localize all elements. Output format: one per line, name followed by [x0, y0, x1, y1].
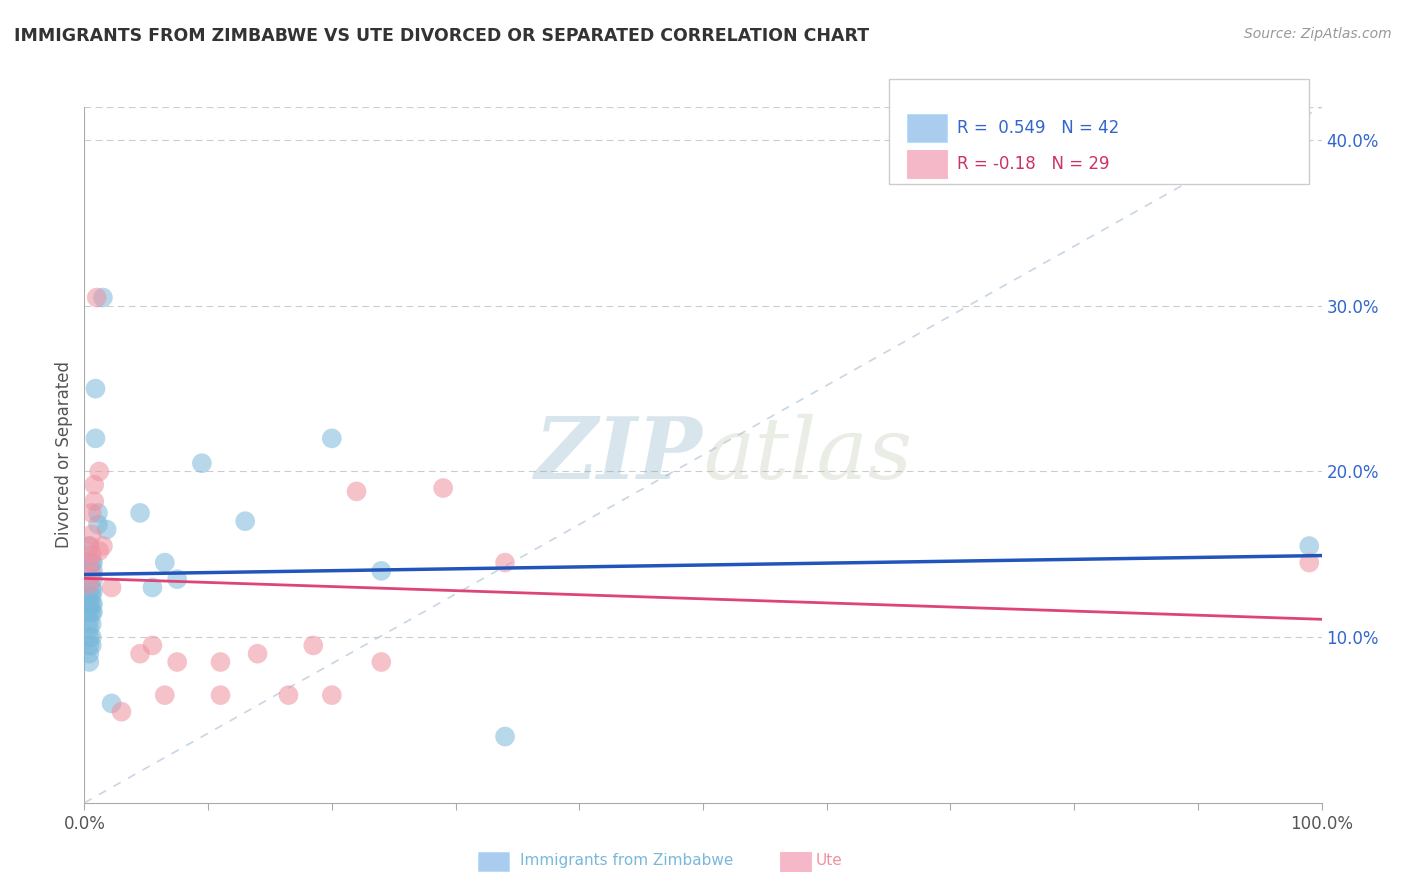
Point [1298, 556, 1320, 570]
Point [494, 730, 516, 744]
Point [141, 639, 163, 653]
Text: atlas: atlas [703, 414, 912, 496]
FancyBboxPatch shape [889, 79, 1309, 184]
Point [80, 527, 103, 541]
Text: Source: ZipAtlas.com: Source: ZipAtlas.com [1244, 27, 1392, 41]
Point [79, 539, 101, 553]
Point [370, 655, 392, 669]
Point [79, 597, 101, 611]
Point [246, 647, 269, 661]
Point [87, 506, 110, 520]
Point [86, 291, 108, 305]
Point [79, 630, 101, 644]
Point [80, 567, 103, 582]
Point [80, 547, 103, 561]
Point [91, 539, 114, 553]
Point [87, 517, 110, 532]
Point [129, 647, 152, 661]
Text: ZIP: ZIP [536, 413, 703, 497]
Point [79, 556, 101, 570]
Text: Ute: Ute [815, 854, 842, 868]
Point [233, 514, 256, 528]
Point [79, 647, 101, 661]
Point [91, 291, 114, 305]
Y-axis label: Divorced or Separated: Divorced or Separated [55, 361, 73, 549]
Point [84, 431, 107, 445]
Point [89, 544, 111, 558]
Point [1298, 539, 1320, 553]
Point [82, 564, 104, 578]
Point [79, 622, 101, 636]
Point [83, 477, 105, 491]
Point [82, 556, 104, 570]
Point [80, 630, 103, 644]
Point [80, 605, 103, 619]
Point [153, 688, 176, 702]
Point [370, 564, 392, 578]
Text: R =  0.549   N = 42: R = 0.549 N = 42 [956, 119, 1119, 136]
Point [89, 465, 111, 479]
Point [79, 655, 101, 669]
Text: Immigrants from Zimbabwe: Immigrants from Zimbabwe [520, 854, 734, 868]
Point [432, 481, 454, 495]
Point [82, 572, 104, 586]
Point [82, 605, 104, 619]
Point [80, 639, 103, 653]
Point [83, 494, 105, 508]
Point [321, 688, 343, 702]
Text: IMMIGRANTS FROM ZIMBABWE VS UTE DIVORCED OR SEPARATED CORRELATION CHART: IMMIGRANTS FROM ZIMBABWE VS UTE DIVORCED… [14, 27, 869, 45]
Point [79, 589, 101, 603]
Point [141, 581, 163, 595]
Point [209, 655, 232, 669]
Point [80, 589, 103, 603]
FancyBboxPatch shape [907, 114, 946, 142]
Point [80, 616, 103, 631]
Point [80, 506, 103, 520]
Point [96, 523, 118, 537]
Point [80, 556, 103, 570]
Point [110, 705, 132, 719]
Point [100, 581, 122, 595]
Point [79, 539, 101, 553]
Point [166, 655, 188, 669]
Text: R = -0.18   N = 29: R = -0.18 N = 29 [956, 155, 1109, 173]
Point [100, 697, 122, 711]
Point [494, 556, 516, 570]
Point [79, 614, 101, 628]
Point [80, 597, 103, 611]
Point [82, 583, 104, 598]
Point [277, 688, 299, 702]
Point [209, 688, 232, 702]
Point [79, 605, 101, 619]
Point [84, 382, 107, 396]
Point [191, 456, 214, 470]
Point [346, 484, 368, 499]
Point [153, 556, 176, 570]
FancyBboxPatch shape [907, 150, 946, 178]
Point [80, 581, 103, 595]
Point [129, 506, 152, 520]
Point [79, 577, 101, 591]
Point [166, 572, 188, 586]
Point [321, 431, 343, 445]
Point [302, 639, 325, 653]
Point [82, 597, 104, 611]
Point [79, 639, 101, 653]
